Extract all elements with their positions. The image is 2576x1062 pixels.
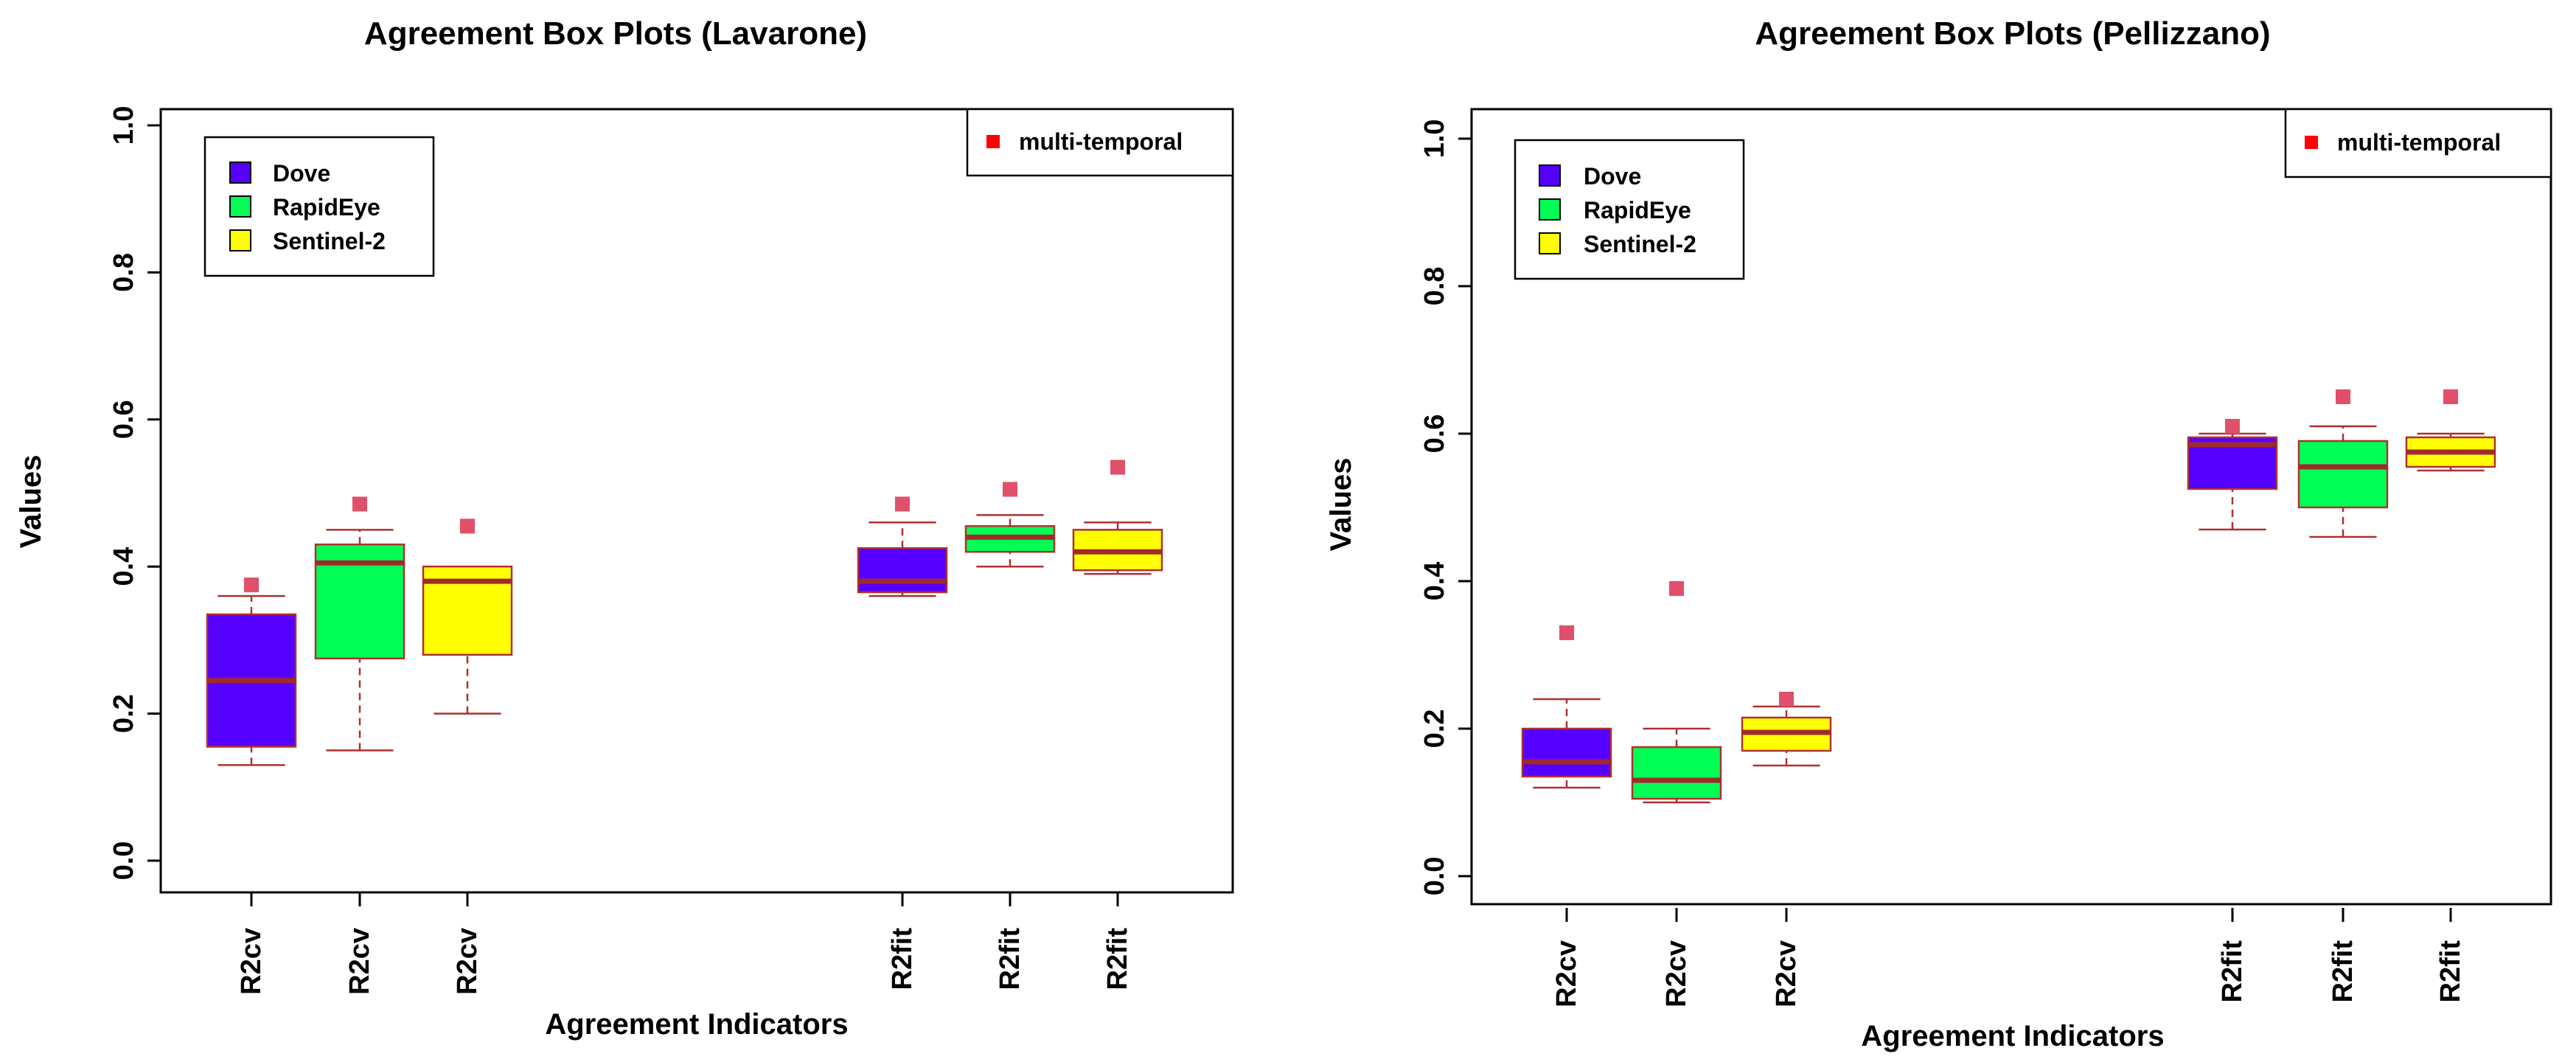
box-r2cv-rapideye	[314, 496, 405, 752]
marker-legend-box	[2284, 108, 2552, 178]
plot-frame	[1470, 108, 2552, 906]
chart-title: Agreement Box Plots (Pellizzano)	[1755, 15, 2270, 52]
legend: Dove RapidEye Sentinel-2	[1514, 139, 1745, 280]
chart-title: Agreement Box Plots (Lavarone)	[364, 15, 867, 52]
y-tick-label: 0.6	[1419, 414, 1450, 454]
multi-temporal-marker	[352, 496, 367, 512]
y-tick-label: 0.0	[1419, 857, 1450, 896]
box-iqr	[857, 547, 948, 594]
multi-temporal-marker	[2336, 389, 2350, 404]
box-r2cv-dove	[1521, 625, 1612, 789]
x-tick-label: R2cv	[1771, 940, 1802, 1007]
legend-label-dove: Dove	[273, 160, 330, 187]
multi-temporal-marker	[2225, 419, 2240, 434]
y-tick-label: 1.0	[1419, 119, 1450, 159]
x-tick-label: R2cv	[1661, 940, 1692, 1007]
box-r2fit-rapideye	[2297, 389, 2389, 538]
x-tick-label: R2cv	[452, 928, 483, 995]
legend-label-dove: Dove	[1584, 163, 1641, 190]
legend-label-rapideye: RapidEye	[1584, 197, 1691, 223]
box-r2fit-sentinel2	[2405, 389, 2496, 472]
y-tick-label: 0.6	[108, 400, 139, 439]
plot-frame	[159, 108, 1234, 894]
y-tick-label: 0.2	[1419, 709, 1450, 749]
chart-pellizzano: Agreement Box Plots (Pellizzano) Values …	[1325, 15, 2552, 1052]
y-tick-label: 0.0	[108, 841, 139, 881]
box-iqr	[2297, 440, 2389, 509]
legend: Dove RapidEye Sentinel-2	[203, 136, 435, 277]
multi-temporal-marker	[1003, 482, 1017, 497]
legend-swatch-sentinel2	[1539, 232, 1561, 254]
box-r2fit-dove	[2187, 419, 2278, 531]
box-r2cv-rapideye	[1631, 581, 1722, 804]
marker-legend: multi-temporal	[966, 108, 1234, 177]
box-iqr	[1521, 727, 1612, 778]
multi-temporal-marker	[1669, 581, 1684, 596]
legend-swatch-rapideye	[1539, 198, 1561, 221]
marker-legend-label: multi-temporal	[2337, 129, 2501, 156]
multi-temporal-marker	[244, 577, 259, 593]
y-tick-label: 0.4	[108, 547, 139, 586]
box-r2cv-dove	[206, 577, 297, 766]
legend-label-sentinel2: Sentinel-2	[1584, 231, 1696, 257]
y-axis: 0.0 0.2 0.4 0.6 0.8 1.0	[108, 106, 161, 881]
multi-temporal-marker	[895, 496, 910, 512]
box-group	[1521, 389, 2496, 804]
x-tick-label: R2fit	[2217, 940, 2248, 1003]
x-axis-label: Agreement Indicators	[545, 1008, 848, 1041]
x-axis-label: Agreement Indicators	[1861, 1020, 2164, 1052]
x-tick-label: R2fit	[995, 928, 1026, 990]
x-axis-ticks: R2cv R2cv R2cv R2fit R2fit R2fit	[236, 892, 1133, 995]
marker-legend-box	[966, 108, 1234, 177]
y-tick-label: 0.2	[108, 694, 139, 733]
x-axis-ticks: R2cv R2cv R2cv R2fit R2fit R2fit	[1551, 908, 2466, 1007]
box-group	[206, 459, 1163, 766]
y-tick-label: 1.0	[108, 106, 139, 145]
multi-temporal-marker	[1779, 692, 1794, 707]
marker-legend-swatch	[986, 135, 1000, 148]
box-iqr	[1631, 746, 1722, 800]
multi-temporal-marker	[2443, 389, 2458, 404]
y-tick-label: 0.8	[108, 253, 139, 292]
marker-legend-label: multi-temporal	[1019, 128, 1183, 155]
legend-label-rapideye: RapidEye	[273, 194, 380, 221]
x-tick-label: R2cv	[236, 928, 267, 995]
y-tick-label: 0.8	[1419, 267, 1450, 306]
legend-swatch-sentinel2	[229, 229, 251, 251]
x-tick-label: R2fit	[887, 928, 918, 990]
multi-temporal-marker	[1559, 625, 1574, 640]
legend-swatch-dove	[1539, 164, 1561, 187]
y-axis-label: Values	[1325, 458, 1357, 552]
box-r2fit-rapideye	[964, 482, 1056, 568]
multi-temporal-marker	[460, 518, 475, 534]
legend-label-sentinel2: Sentinel-2	[273, 228, 386, 254]
x-tick-label: R2fit	[2328, 940, 2359, 1003]
multi-temporal-marker	[1110, 459, 1125, 475]
marker-legend-swatch	[2305, 136, 2318, 149]
y-tick-label: 0.4	[1419, 562, 1450, 601]
marker-legend: multi-temporal	[2284, 108, 2552, 178]
x-tick-label: R2cv	[1551, 940, 1582, 1007]
box-r2fit-sentinel2	[1072, 459, 1163, 575]
x-tick-label: R2fit	[2435, 940, 2466, 1003]
x-tick-label: R2fit	[1102, 928, 1133, 990]
chart-lavarone: Agreement Box Plots (Lavarone) Values Ag…	[15, 15, 1234, 1041]
box-r2cv-sentinel2	[422, 518, 513, 715]
legend-swatch-rapideye	[229, 195, 251, 218]
y-axis: 0.0 0.2 0.4 0.6 0.8 1.0	[1419, 119, 1472, 896]
box-r2fit-dove	[857, 496, 948, 597]
y-axis-label: Values	[15, 455, 47, 549]
legend-swatch-dove	[229, 162, 251, 184]
box-r2cv-sentinel2	[1741, 692, 1832, 767]
x-tick-label: R2cv	[344, 928, 375, 995]
